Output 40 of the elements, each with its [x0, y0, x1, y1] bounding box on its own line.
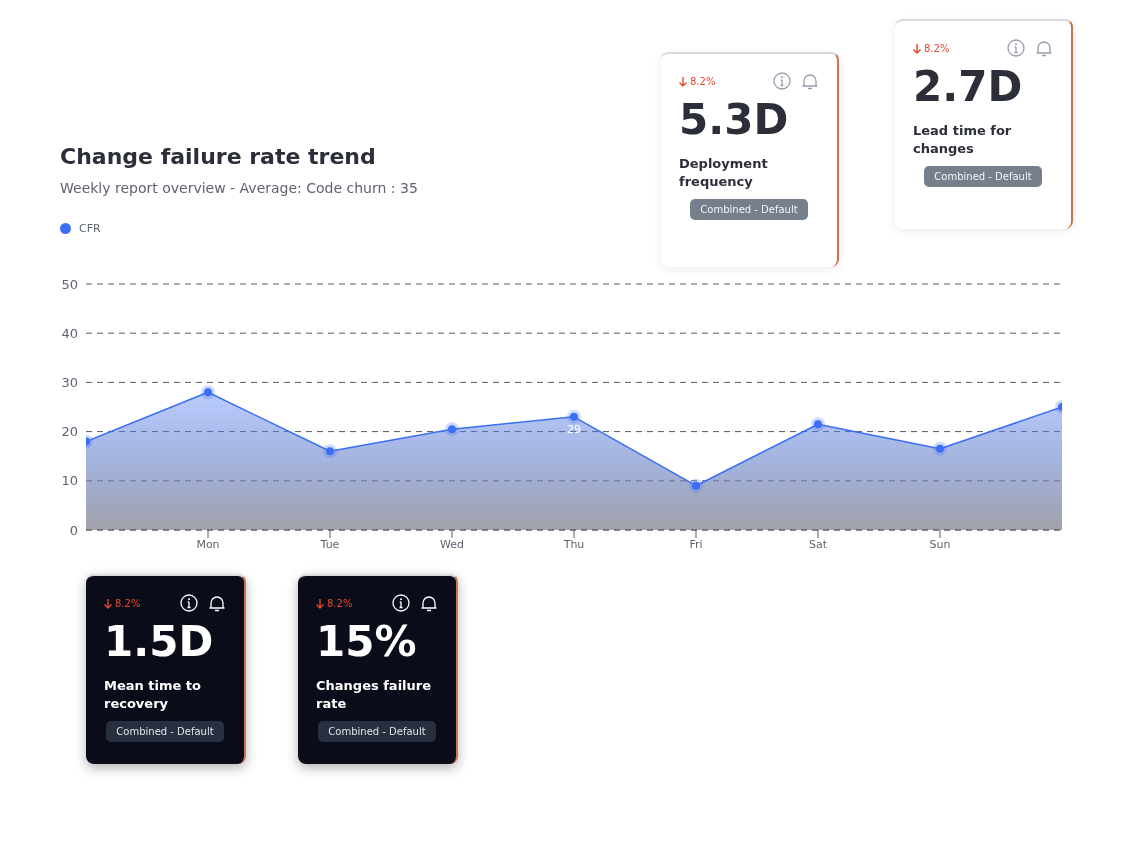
y-tick-label: 50	[61, 276, 78, 292]
point	[811, 417, 825, 432]
text: 15%	[316, 616, 418, 668]
point	[323, 444, 337, 459]
y-tick-label: 10	[61, 473, 78, 489]
y-tick-label: 30	[61, 375, 78, 391]
chart-subtitle: Weekly report overview - Average: Code churn : 35	[60, 180, 418, 196]
x-tick-label: Fri	[689, 537, 703, 551]
text: Combined - Default	[106, 721, 224, 742]
point	[567, 409, 581, 424]
text: Lead time for changes	[913, 122, 1013, 158]
x-tick-label: Sat	[808, 537, 828, 551]
point	[445, 422, 459, 437]
x-tick-label: Wed	[440, 537, 464, 551]
x-tick-label: Sun	[929, 537, 951, 551]
text: Combined - Default	[318, 721, 436, 742]
text: Combined - Default	[690, 199, 808, 220]
text: 2.7D	[913, 61, 1024, 113]
y-tick-label: 40	[61, 325, 78, 341]
y-tick-label: 0	[69, 522, 78, 538]
annotation: 29	[567, 422, 581, 436]
legend-label: CFR	[78, 222, 101, 235]
text: Combined - Default	[924, 166, 1042, 187]
text: Mean time to recovery	[104, 677, 202, 713]
chart-title: Change failure rate trend	[60, 144, 376, 169]
text: 8.2%	[689, 76, 716, 87]
text: Deployment frequency	[679, 155, 769, 191]
text: Changes failure rate	[316, 677, 433, 713]
x-tick-label: Mon	[196, 537, 220, 551]
point	[689, 478, 703, 493]
point	[933, 441, 947, 456]
point	[201, 385, 215, 400]
x-tick-label: Thu	[562, 537, 585, 551]
text: 8.2%	[114, 598, 141, 609]
x-tick-label: Tue	[319, 537, 340, 551]
text: 8.2%	[923, 43, 950, 54]
text: 8.2%	[326, 598, 353, 609]
text: 1.5D	[104, 616, 215, 668]
text: 5.3D	[679, 94, 790, 146]
y-tick-label: 20	[61, 424, 78, 440]
